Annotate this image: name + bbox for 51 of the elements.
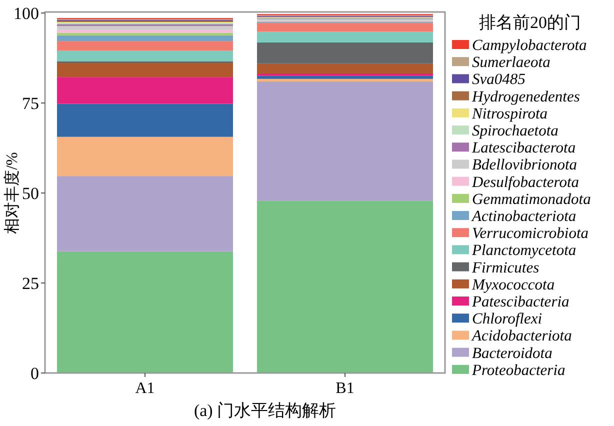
bar: [57, 104, 233, 137]
bar: [257, 22, 433, 32]
legend-label: Campylobacterota: [472, 37, 588, 54]
legend-label: Sumerlaeota: [472, 54, 551, 72]
bar: [57, 251, 233, 373]
bar: [57, 63, 233, 78]
legend-label: Patescibacteria: [471, 294, 570, 310]
legend-label: Bacteroidota: [472, 344, 553, 362]
legend-label: Sva0485: [472, 71, 526, 88]
legend-label: Actinobacteriota: [471, 208, 576, 225]
legend-label: Chloroflexi: [472, 310, 542, 328]
bar: [57, 41, 233, 50]
bar: [57, 30, 233, 33]
legend-label: Desulfobacterota: [471, 174, 580, 191]
bar: [57, 26, 233, 30]
y-tick-label: 50: [22, 184, 39, 203]
bar: [57, 136, 233, 176]
text: (a) 门水平结构解析: [194, 401, 336, 420]
x-tick-label: B1: [336, 380, 354, 397]
bar: [257, 78, 433, 82]
bar: [257, 200, 433, 373]
bar: [257, 73, 433, 76]
y-axis-title: 相对丰度/%: [3, 152, 21, 234]
legend-label: Myxococcota: [471, 276, 555, 294]
y-tick-label: 100: [14, 4, 39, 23]
bar: [257, 42, 433, 64]
legend-label: Acidobacteriota: [471, 328, 572, 345]
bar: [257, 76, 433, 79]
bar: [257, 81, 433, 201]
legend-label: Bdellovibrionota: [472, 156, 578, 174]
y-tick-label: 25: [22, 274, 39, 293]
bar: [57, 50, 233, 62]
y-tick-label: 75: [22, 94, 39, 113]
legend-label: Gemmatimonadota: [472, 190, 592, 208]
bar: [57, 176, 233, 252]
x-tick-label: A1: [135, 380, 155, 397]
legend-label: Verrucomicrobiota: [472, 225, 589, 242]
legend-label: Firmicutes: [471, 259, 540, 276]
legend-title: 排名前20的门: [479, 13, 581, 32]
legend-label: Hydrogenedentes: [471, 88, 580, 106]
bar: [57, 32, 233, 36]
bar: [57, 35, 233, 42]
bar: [257, 32, 433, 43]
bar: [257, 63, 433, 74]
legend-label: Latescibacterota: [471, 140, 576, 157]
bar: [57, 77, 233, 104]
legend-label: Nitrospirota: [471, 105, 548, 122]
legend-label: Spirochaetota: [472, 122, 559, 140]
legend-label: Planctomycetota: [471, 242, 576, 260]
y-tick-label: 0: [30, 364, 39, 383]
legend-label: Proteobacteria: [471, 362, 566, 379]
